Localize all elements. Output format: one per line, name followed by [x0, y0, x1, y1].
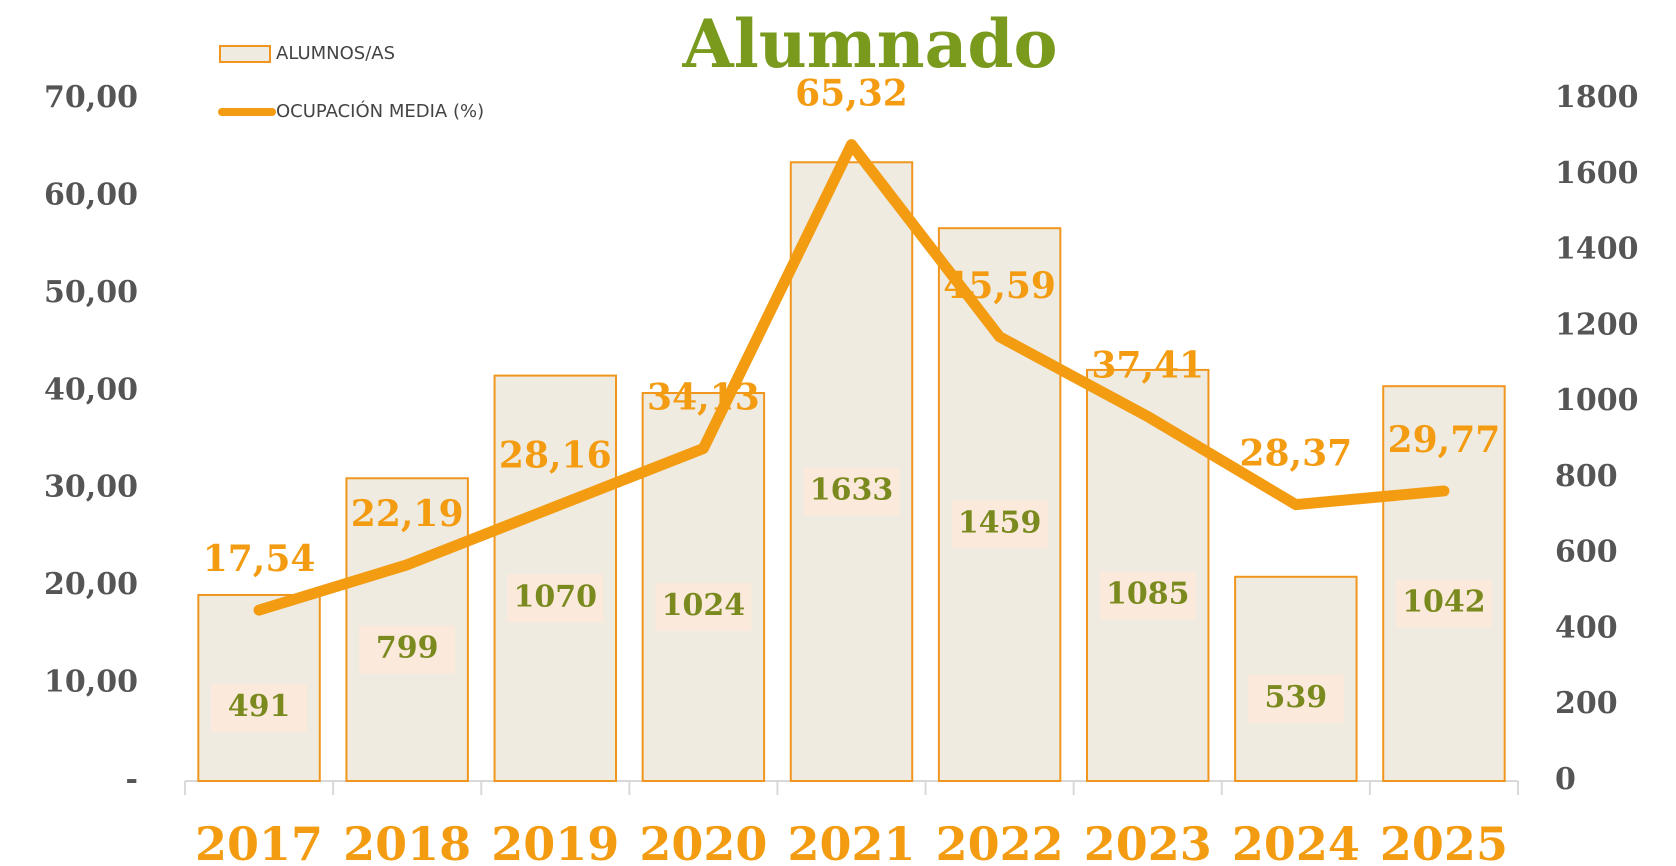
y-tick-label: 30,00: [44, 470, 138, 505]
line-label: 65,32: [795, 73, 908, 115]
x-tick-label: 2021: [787, 817, 915, 866]
line-label: 22,19: [351, 493, 464, 535]
bar-label-bg: [1395, 579, 1492, 628]
y2-tick-label: 600: [1555, 535, 1618, 570]
bar-label-bg: [359, 625, 456, 674]
y2-tick-label: 400: [1555, 610, 1618, 645]
bar-label-bg: [1247, 674, 1344, 723]
y-tick-label: -: [126, 762, 138, 797]
bar-label: 1024: [662, 588, 746, 623]
line-label: 37,41: [1091, 345, 1204, 387]
y-tick-label: 10,00: [44, 665, 138, 700]
x-tick-label: 2017: [195, 817, 323, 866]
legend-label: ALUMNOS/AS: [276, 43, 395, 64]
y2-tick-label: 1600: [1555, 156, 1639, 191]
line-label: 29,77: [1388, 419, 1501, 461]
bar-label-bg: [1099, 571, 1196, 620]
bar-label: 1459: [958, 506, 1042, 541]
bar-label: 491: [228, 689, 291, 724]
x-tick-label: 2020: [639, 817, 767, 866]
x-tick-label: 2019: [491, 817, 619, 866]
bar-label-bg: [211, 683, 308, 732]
bar-label: 1085: [1106, 576, 1190, 611]
line-label: 28,37: [1239, 433, 1352, 475]
y2-tick-label: 1400: [1555, 232, 1639, 267]
bar-label: 539: [1265, 680, 1328, 715]
x-tick-label: 2023: [1084, 817, 1212, 866]
y2-tick-label: 800: [1555, 459, 1618, 494]
bar-label-bg: [655, 583, 752, 632]
y2-tick-label: 1800: [1555, 80, 1639, 115]
y-tick-label: 60,00: [44, 177, 138, 212]
line-label: 17,54: [203, 538, 316, 580]
line-label: 28,16: [499, 435, 612, 477]
bar-label-bg: [507, 574, 604, 623]
y2-tick-label: 0: [1555, 762, 1576, 797]
y-tick-label: 40,00: [44, 372, 138, 407]
bar-label-bg: [803, 467, 900, 516]
bar-label: 1042: [1402, 585, 1486, 620]
legend-swatch: [219, 45, 271, 63]
bar-label: 799: [376, 631, 439, 666]
line-label: 45,59: [943, 265, 1056, 307]
line: [253, 139, 1450, 616]
y2-tick-label: 1200: [1555, 307, 1639, 342]
x-tick-label: 2025: [1380, 817, 1508, 866]
y-tick-label: 20,00: [44, 567, 138, 602]
x-tick-label: 2022: [936, 817, 1064, 866]
y2-tick-label: 1000: [1555, 383, 1639, 418]
legend-label: OCUPACIÓN MEDIA (%): [276, 100, 484, 122]
bar-label: 1070: [514, 579, 598, 614]
x-tick-label: 2024: [1232, 817, 1360, 866]
x-tick-label: 2018: [343, 817, 471, 866]
line-label: 34,13: [647, 376, 760, 418]
y-tick-label: 70,00: [44, 80, 138, 115]
y-tick-label: 50,00: [44, 275, 138, 310]
bar-label: 1633: [810, 473, 894, 508]
chart-title: Alumnado: [681, 5, 1057, 83]
y2-tick-label: 200: [1555, 686, 1618, 721]
bar-label-bg: [951, 500, 1048, 549]
